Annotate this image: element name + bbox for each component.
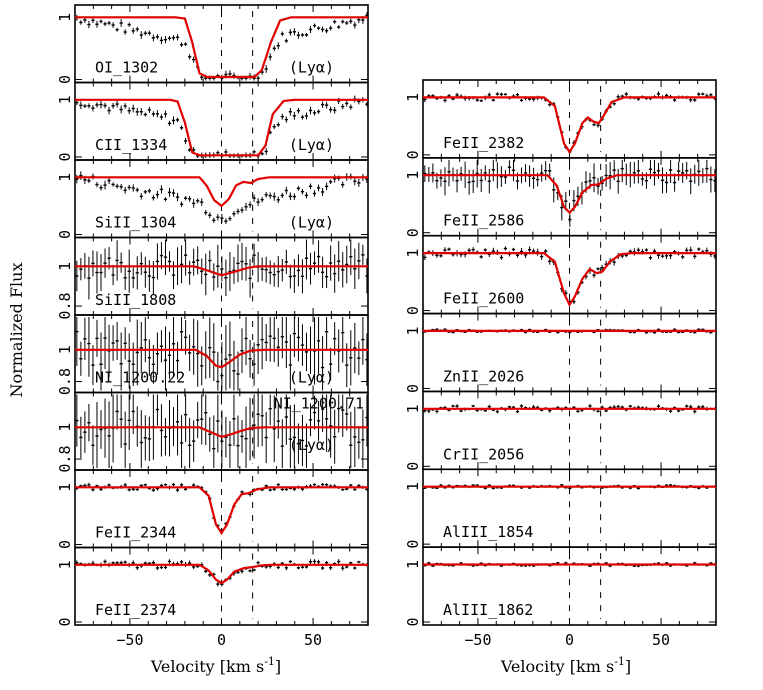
y-tick-label: 0	[56, 75, 74, 84]
y-tick-label: 0	[404, 617, 422, 626]
model-fit-line	[75, 98, 368, 157]
panel-group: 0 1 OI_1302 (Lyα) 0 1 CII_1334 (Lyα) 0 1 SiII_1304…	[56, 4, 717, 649]
panel-lya-tag: (Lyα)	[289, 214, 334, 232]
panel-feii-2382: 0 1 FeII_2382	[404, 79, 717, 159]
panel-siii-1304: 0 1 SiII_1304 (Lyα)	[56, 159, 369, 239]
panel-ion-label: ZnII_2026	[443, 367, 524, 385]
panel-lya-tag: (Lyα)	[289, 369, 334, 387]
y-tick-label: 1	[404, 249, 422, 258]
y-tick-label: 0	[56, 617, 74, 626]
panel-ion-label: CrII_2056	[443, 445, 524, 463]
panel-ion-label: SiII_1808	[95, 291, 176, 309]
x-tick-label: 0	[565, 631, 574, 649]
y-tick-label: 0	[404, 306, 422, 315]
panel-ion-label: SiII_1304	[95, 214, 176, 232]
panel-feii-2600: 0 1 FeII_2600	[404, 234, 717, 315]
panel-ion-label: NI_1200.71	[274, 395, 364, 413]
panel-ion-label: FeII_2600	[443, 290, 524, 308]
y-tick-label: 1	[56, 423, 74, 432]
x-axis-title-left: Velocity [km s-1]	[150, 655, 281, 676]
panel-crii-2056: 0 1 CrII_2056	[404, 390, 717, 471]
x-tick-label: 50	[652, 631, 670, 649]
panel-feii-2586: 0 1 FeII_2586	[404, 157, 717, 237]
model-fit-line	[75, 265, 368, 277]
x-tick-label: 50	[304, 631, 322, 649]
y-tick-label: 1	[56, 483, 74, 492]
panel-aliii-1854: 0 1 AlIII_1854	[404, 468, 717, 549]
panel-lya-tag: (Lyα)	[289, 136, 334, 154]
y-tick-label: 1	[56, 345, 74, 354]
x-tick-label: −50	[116, 631, 143, 649]
y-tick-label: 1	[404, 482, 422, 491]
model-fit-line	[75, 348, 368, 369]
panel-ion-label: FeII_2374	[95, 601, 176, 619]
panel-ni-1200-71: 0.8 1 NI_1200.71 (Lyα)	[56, 391, 369, 473]
model-fit-line	[75, 426, 368, 438]
panel-ion-label: OI_1302	[95, 59, 158, 77]
panel-aliii-1862: 0 1 AlIII_1862 −50 0 50	[404, 546, 717, 649]
y-tick-label: 0.8	[56, 368, 74, 395]
panel-ni-1200-22: 0.8 1 NI_1200.22 (Lyα)	[56, 314, 369, 395]
model-fit-line	[423, 252, 716, 308]
model-fit-line	[75, 486, 368, 536]
y-tick-label: 1	[56, 173, 74, 182]
panel-feii-2344: 0 1 FeII_2344	[56, 469, 369, 549]
x-axis-title-right: Velocity [km s-1]	[500, 655, 631, 676]
panel-ion-label: FeII_2586	[443, 212, 524, 230]
y-tick-label: 0.8	[56, 292, 74, 319]
y-tick-label: 1	[404, 560, 422, 569]
y-tick-label: 1	[56, 95, 74, 104]
model-fit-line	[75, 16, 368, 79]
x-tick-label: 0	[217, 631, 226, 649]
panel-ion-label: CII_1334	[95, 136, 167, 154]
y-tick-label: 0	[404, 150, 422, 159]
model-fit-line	[423, 96, 716, 155]
panel-znii-2026: 0 1 ZnII_2026	[404, 312, 717, 393]
panel-lya-tag: (Lyα)	[289, 436, 334, 454]
panel-oi-1302: 0 1 OI_1302 (Lyα)	[56, 4, 369, 84]
panel-ion-label: NI_1200.22	[95, 369, 185, 387]
y-tick-label: 0	[56, 230, 74, 239]
panel-ion-label: AlIII_1854	[443, 523, 533, 541]
y-tick-label: 1	[56, 13, 74, 22]
y-tick-label: 1	[404, 171, 422, 180]
y-tick-label: 0	[404, 540, 422, 549]
panel-lya-tag: (Lyα)	[289, 59, 334, 77]
y-tick-label: 1	[56, 262, 74, 271]
x-tick-label: −50	[464, 631, 491, 649]
y-tick-label: 1	[56, 560, 74, 569]
y-tick-label: 0	[56, 152, 74, 161]
y-tick-label: 0	[404, 462, 422, 471]
model-fit-line	[423, 174, 716, 215]
y-tick-label: 1	[404, 93, 422, 102]
panel-cii-1334: 0 1 CII_1334 (Lyα)	[56, 81, 369, 162]
y-tick-label: 0.8	[56, 446, 74, 473]
model-fit-line	[75, 176, 368, 208]
panel-ion-label: AlIII_1862	[443, 601, 533, 619]
y-tick-label: 0	[404, 384, 422, 393]
y-tick-label: 0	[404, 228, 422, 237]
y-tick-label: 1	[404, 404, 422, 413]
panel-siii-1808: 0.8 1 SiII_1808	[56, 236, 369, 320]
model-fit-line	[75, 563, 368, 585]
y-tick-label: 1	[404, 326, 422, 335]
y-axis-title: Normalized Flux	[7, 263, 26, 398]
panel-ion-label: FeII_2344	[95, 524, 176, 542]
y-tick-label: 0	[56, 540, 74, 549]
panel-ion-label: FeII_2382	[443, 134, 524, 152]
panel-feii-2374: 0 1 FeII_2374 −50 0 50	[56, 546, 369, 649]
